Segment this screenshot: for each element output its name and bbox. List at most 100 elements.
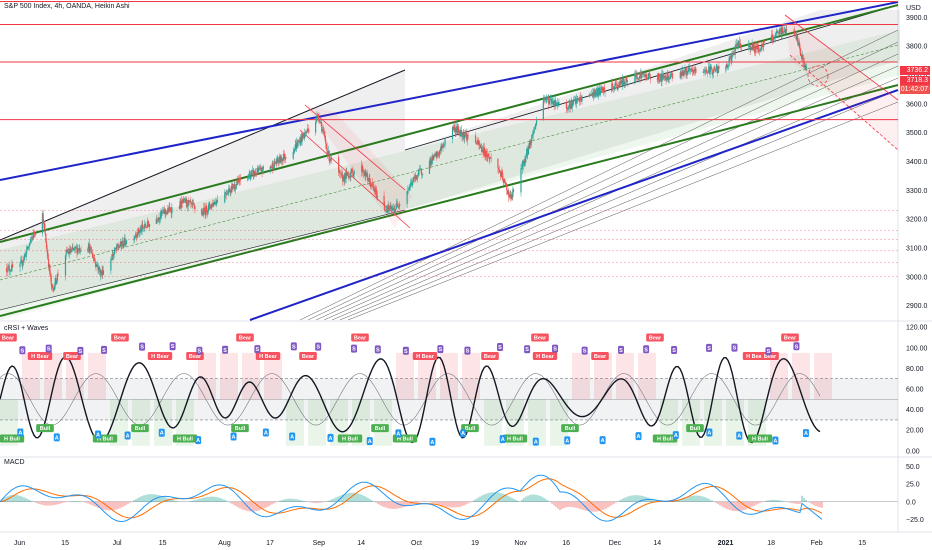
candle-body — [529, 140, 531, 149]
candle-body — [350, 172, 352, 178]
candle-body — [110, 259, 112, 271]
candle-body — [235, 188, 237, 190]
candle-body — [552, 101, 555, 106]
candle-body — [133, 239, 135, 241]
candle-body — [275, 163, 277, 164]
macd-histogram-bar — [5, 496, 7, 502]
candle-body — [261, 171, 263, 173]
macd-histogram-bar — [175, 500, 177, 502]
macd-histogram-bar — [203, 497, 205, 502]
macd-histogram-bar — [559, 501, 561, 511]
macd-histogram-bar — [145, 494, 147, 502]
macd-histogram-bar — [513, 498, 515, 502]
candle-body — [28, 243, 31, 247]
macd-histogram-bar — [71, 501, 73, 502]
macd-histogram-bar — [739, 501, 741, 511]
candle-body — [230, 190, 232, 193]
candle-body — [500, 172, 502, 177]
candle-body — [594, 91, 597, 97]
macd-histogram-bar — [721, 501, 723, 507]
macd-histogram-bar — [435, 501, 437, 504]
macd-histogram-bar — [815, 501, 817, 507]
candle-body — [417, 175, 419, 176]
candle-body — [432, 155, 434, 161]
candle-body — [271, 163, 273, 167]
candle-body — [369, 178, 371, 183]
shaded-channel-right — [405, 10, 900, 210]
macd-histogram-bar — [631, 495, 633, 502]
macd-histogram-bar — [343, 494, 345, 502]
candle-body — [481, 146, 483, 152]
macd-histogram-bar — [741, 501, 743, 511]
macd-histogram-bar — [217, 497, 219, 502]
macd-histogram-bar — [639, 495, 641, 502]
a-marker-text: A — [328, 436, 332, 442]
macd-histogram-bar — [367, 497, 369, 502]
macd-histogram-bar — [27, 499, 29, 502]
candle-body — [544, 98, 546, 100]
candle-body — [703, 71, 705, 73]
candle-body — [53, 288, 55, 291]
time-axis-tick: 14 — [653, 540, 661, 547]
candle-body — [119, 241, 121, 247]
bull-wave-fill — [748, 399, 766, 446]
a-marker-text: A — [674, 433, 678, 439]
candle-body — [498, 167, 500, 170]
macd-histogram-bar — [201, 498, 203, 502]
bull-wave-fill — [330, 399, 348, 446]
candle-body — [317, 114, 319, 116]
price-axis-tick: 3200.0 — [906, 217, 928, 224]
candle-body — [576, 98, 578, 99]
s-marker-text: S — [171, 344, 175, 350]
candle-body — [453, 125, 455, 130]
a-marker-text: A — [737, 434, 741, 440]
candle-body — [437, 151, 439, 154]
macd-histogram-bar — [727, 501, 729, 510]
candle-body — [142, 225, 144, 228]
bull-wave-fill — [484, 399, 502, 446]
candle-body — [88, 243, 90, 253]
macd-histogram-bar — [225, 500, 227, 502]
s-marker-text: S — [767, 349, 771, 355]
candle-body — [35, 233, 37, 235]
candle-body — [433, 154, 435, 156]
time-axis-tick: Jun — [14, 540, 25, 547]
candle-body — [510, 194, 512, 199]
bull-wave-fill — [176, 399, 194, 446]
candle-body — [604, 91, 606, 93]
candle-body — [727, 66, 729, 68]
candle-body — [33, 231, 35, 234]
macd-histogram-bar — [15, 494, 17, 502]
a-marker — [158, 428, 165, 437]
candle-body — [254, 172, 256, 174]
candle-body — [706, 72, 708, 74]
macd-histogram-bar — [445, 501, 447, 507]
candle-body — [298, 141, 300, 142]
candle-body — [487, 153, 489, 158]
candle-body — [7, 265, 10, 267]
candle-body — [117, 246, 119, 248]
candle-body — [691, 69, 694, 72]
candle-body — [163, 208, 166, 214]
candle-body — [748, 43, 751, 46]
candle-body — [462, 133, 464, 137]
candle-body — [635, 73, 637, 77]
bear-wave-fill — [638, 352, 656, 400]
candle-body — [798, 42, 800, 45]
macd-histogram-bar — [441, 501, 443, 506]
macd-histogram-bar — [263, 501, 265, 509]
s-marker — [581, 346, 588, 355]
macd-histogram-bar — [129, 501, 131, 503]
macd-histogram-bar — [637, 495, 639, 502]
candle-body — [672, 77, 674, 79]
candle-body — [711, 69, 713, 75]
macd-histogram-bar — [87, 501, 89, 504]
bear-marker — [299, 352, 317, 361]
candle-body — [589, 94, 591, 96]
macd-histogram-bar — [279, 500, 281, 502]
candle-body — [646, 77, 648, 79]
macd-histogram-bar — [221, 498, 223, 502]
macd-histogram-bar — [267, 501, 269, 507]
